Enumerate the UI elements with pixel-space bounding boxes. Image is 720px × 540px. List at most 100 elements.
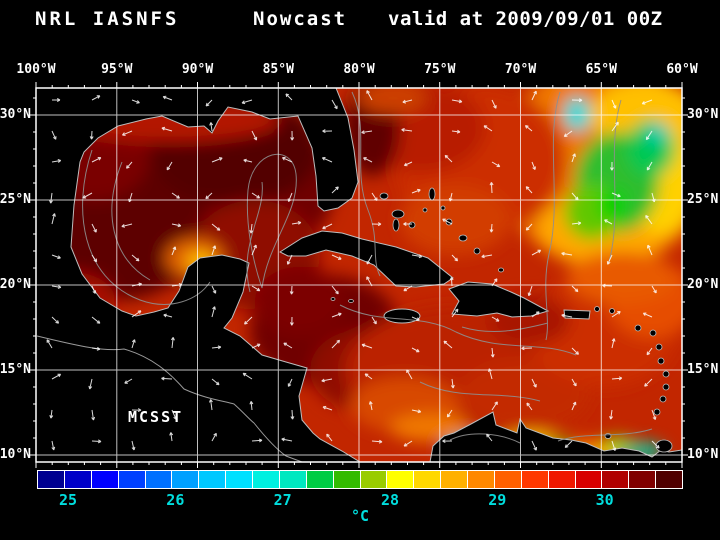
- colorbar-segment: [172, 471, 200, 488]
- colorbar-tick-label: 30: [595, 491, 614, 509]
- lat-tick-label: 15°N: [687, 362, 719, 377]
- colorbar-segment: [306, 471, 334, 488]
- puerto-rico-land: [563, 309, 591, 320]
- colorbar-tick-label: 25: [58, 491, 78, 509]
- colorbar-segment: [199, 471, 227, 488]
- island-land: [655, 439, 673, 453]
- sst-contour: [461, 322, 549, 332]
- title-model: NRL IASNFS: [35, 8, 180, 30]
- colorbar-segment: [656, 471, 682, 488]
- island-land: [657, 357, 665, 365]
- island-land: [473, 247, 481, 255]
- title-valid-time: valid at 2009/09/01 00Z: [388, 8, 663, 30]
- island-land: [653, 408, 661, 416]
- sst-contour: [419, 381, 541, 402]
- grid-lines: [36, 88, 682, 462]
- sst-contour: [545, 91, 561, 341]
- island-land: [659, 395, 667, 403]
- island-land: [594, 306, 600, 312]
- colorbar-tick-label: 28: [380, 491, 400, 509]
- title-product: Nowcast: [253, 8, 348, 30]
- colorbar-segment: [602, 471, 630, 488]
- colorbar-segment: [494, 471, 522, 488]
- sst-contour: [339, 304, 577, 356]
- colorbar-segment: [441, 471, 468, 488]
- lat-tick-label: 25°N: [0, 192, 31, 207]
- colorbar-segment: [521, 471, 549, 488]
- sst-blob: [357, 88, 427, 114]
- island-land: [662, 383, 670, 391]
- lat-tick-label: 10°N: [687, 447, 719, 462]
- island-land: [634, 324, 642, 332]
- sst-blob: [255, 267, 345, 337]
- lat-tick-label: 10°N: [0, 447, 31, 462]
- current-vector-arrows: [46, 90, 660, 452]
- lon-tick-label: 60°W: [666, 62, 698, 77]
- colorbar-segment: [548, 471, 576, 488]
- sst-blob: [564, 97, 590, 131]
- colorbar: [37, 470, 683, 489]
- mcsst-label: MCSST: [128, 408, 184, 426]
- sst-contour: [557, 428, 653, 442]
- colorbar-unit-label: °C: [350, 507, 370, 525]
- lon-tick-label: 100°W: [16, 62, 56, 77]
- colorbar-segment: [64, 471, 92, 488]
- cuba-land: [278, 230, 454, 288]
- colorbar-segment: [145, 471, 173, 488]
- island-land: [428, 187, 436, 201]
- hispaniola-land: [448, 281, 550, 318]
- colorbar-segment: [629, 471, 657, 488]
- colorbar-tick-labels: 25 26 27 28 29 30: [0, 491, 720, 509]
- colorbar-segment: [226, 471, 253, 488]
- island-land: [609, 308, 615, 314]
- latitude-axis-left: 30°N 25°N 20°N 15°N 10°N: [0, 0, 33, 540]
- lat-tick-label: 15°N: [0, 362, 31, 377]
- island-land: [330, 297, 336, 301]
- lon-tick-label: 80°W: [343, 62, 375, 77]
- island-land: [604, 433, 612, 439]
- lat-tick-label: 30°N: [0, 107, 31, 122]
- colorbar-segment: [333, 471, 361, 488]
- colorbar-tick-label: 29: [488, 491, 507, 509]
- island-land: [655, 343, 663, 351]
- lat-tick-label: 20°N: [0, 277, 31, 292]
- sst-blob: [567, 252, 677, 304]
- island-land: [392, 218, 400, 232]
- colorbar-segment: [414, 471, 442, 488]
- lon-tick-label: 75°W: [424, 62, 456, 77]
- colorbar-tick-label: 26: [166, 491, 185, 509]
- colorbar-segment: [468, 471, 495, 488]
- sst-blob: [400, 185, 510, 255]
- island-land: [391, 209, 405, 219]
- jamaica-land: [383, 308, 421, 324]
- colorbar-segment: [38, 471, 65, 488]
- colorbar-segment: [279, 471, 307, 488]
- colorbar-tick-label: 27: [273, 491, 292, 509]
- island-land: [379, 192, 389, 200]
- lat-tick-label: 20°N: [687, 277, 719, 292]
- lon-tick-label: 85°W: [262, 62, 294, 77]
- colorbar-segment: [360, 471, 388, 488]
- island-land: [662, 370, 670, 378]
- sst-blob: [646, 122, 668, 144]
- island-land: [422, 207, 428, 213]
- colorbar-segment: [91, 471, 119, 488]
- island-land: [440, 205, 446, 211]
- colorbar-segment: [253, 471, 280, 488]
- pacific-coastline: [36, 335, 303, 462]
- colorbar-segment: [575, 471, 603, 488]
- sst-contour: [449, 433, 521, 444]
- island-land: [348, 299, 354, 303]
- lon-tick-label: 95°W: [101, 62, 133, 77]
- colorbar-segment: [387, 471, 415, 488]
- lon-tick-label: 90°W: [181, 62, 214, 77]
- lat-tick-label: 25°N: [687, 192, 719, 207]
- sst-blob: [600, 437, 634, 451]
- island-land: [498, 267, 504, 273]
- sst-contour: [608, 99, 622, 263]
- longitude-axis-top: 100°W 95°W 90°W 85°W 80°W 75°W 70°W 65°W 60°W: [0, 62, 720, 78]
- axis-ticks: [30, 82, 688, 468]
- lon-tick-label: 65°W: [585, 62, 617, 77]
